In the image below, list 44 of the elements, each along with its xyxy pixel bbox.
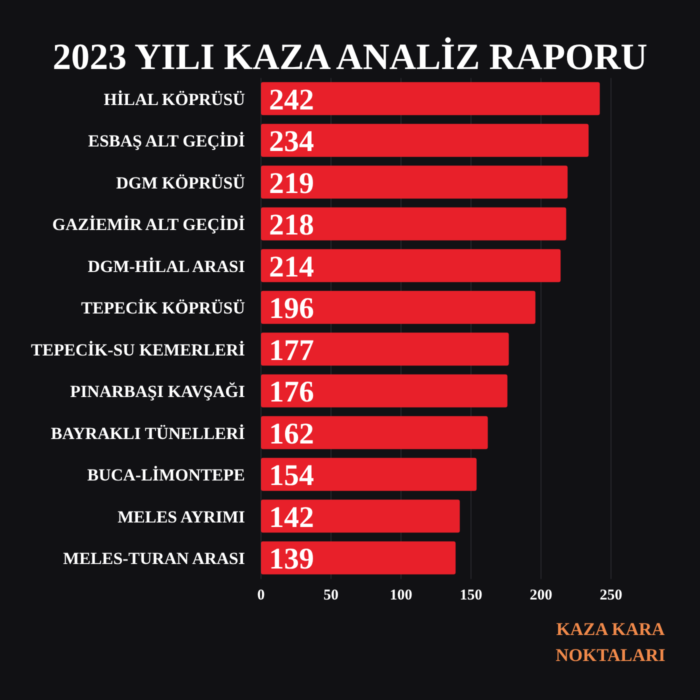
bar (261, 332, 509, 366)
bar (261, 207, 566, 240)
bar (261, 500, 460, 533)
y-tick-label: DGM KÖPRÜSÜ (116, 173, 245, 192)
data-label: 218 (269, 208, 314, 242)
x-tick-label: 100 (390, 588, 412, 604)
y-tick-label: MELES-TURAN ARASI (63, 549, 246, 568)
y-tick-label: TEPECİK-SU KEMERLERİ (31, 340, 246, 360)
data-label: 242 (269, 83, 314, 116)
bar (261, 290, 536, 324)
bar (261, 166, 568, 199)
data-label: 139 (269, 542, 314, 576)
data-label: 154 (269, 459, 314, 492)
y-tick-label: HİLAL KÖPRÜSÜ (104, 90, 245, 109)
y-tick-label: BUCA-LİMONTEPE (87, 466, 245, 485)
bar (261, 541, 456, 574)
chart-title: 2023 YILI KAZA ANALİZ RAPORU (52, 36, 648, 80)
data-label: 176 (269, 376, 314, 409)
x-tick-label: 0 (257, 588, 265, 604)
y-tick-label: TEPECİK KÖPRÜSÜ (81, 298, 245, 318)
data-label: 214 (269, 250, 314, 284)
bar (261, 374, 508, 408)
y-tick-label: DGM-HİLAL ARASI (88, 256, 246, 276)
data-label: 177 (269, 334, 314, 367)
data-label: 234 (269, 125, 314, 158)
y-tick-label: GAZİEMİR ALT GEÇİDİ (52, 215, 246, 234)
data-label: 196 (269, 292, 314, 326)
bar (261, 82, 600, 116)
data-label: 219 (269, 166, 314, 200)
text: KAZA KARA NOKTALARI (554, 618, 666, 667)
x-tick-label: 250 (600, 588, 622, 604)
y-tick-label: ESBAŞ ALT GEÇİDİ (88, 132, 246, 151)
y-tick-label: PINARBAŞI KAVŞAĞI (70, 382, 246, 402)
bar (261, 458, 477, 491)
data-label: 142 (269, 500, 314, 534)
y-tick-label: MELES AYRIMI (118, 507, 246, 526)
y-tick-label: BAYRAKLI TÜNELLERİ (50, 424, 246, 443)
x-tick-label: 50 (324, 588, 338, 604)
data-label: 162 (269, 417, 314, 450)
x-tick-label: 150 (460, 588, 482, 604)
bar (261, 416, 488, 450)
x-tick-label: 200 (530, 588, 552, 604)
bar (261, 249, 561, 282)
bar (261, 124, 589, 157)
